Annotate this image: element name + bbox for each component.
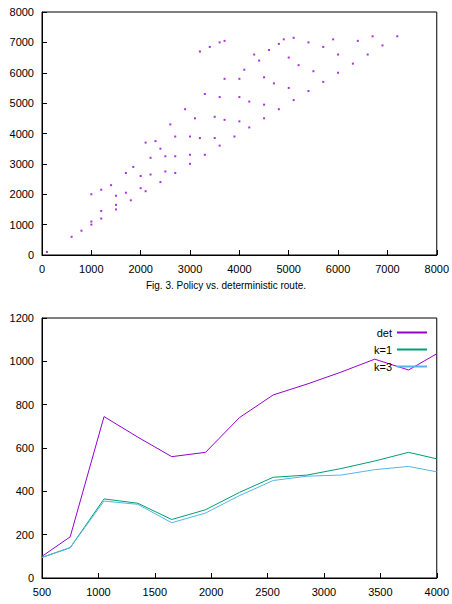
- svg-text:1000: 1000: [79, 263, 103, 275]
- svg-text:5000: 5000: [10, 97, 34, 109]
- svg-text:1000: 1000: [86, 586, 110, 598]
- svg-text:2000: 2000: [199, 586, 223, 598]
- svg-text:0: 0: [28, 572, 34, 584]
- svg-text:8000: 8000: [10, 6, 34, 18]
- svg-text:3500: 3500: [368, 586, 392, 598]
- svg-text:0: 0: [28, 249, 34, 261]
- svg-text:3000: 3000: [312, 586, 336, 598]
- svg-text:1200: 1200: [10, 312, 34, 324]
- svg-text:800: 800: [16, 399, 34, 411]
- svg-text:2000: 2000: [128, 263, 152, 275]
- svg-text:1000: 1000: [10, 355, 34, 367]
- svg-text:1000: 1000: [10, 219, 34, 231]
- svg-text:600: 600: [16, 442, 34, 454]
- svg-text:400: 400: [16, 485, 34, 497]
- svg-text:5000: 5000: [276, 263, 300, 275]
- svg-text:0: 0: [39, 263, 45, 275]
- svg-text:3000: 3000: [178, 263, 202, 275]
- svg-text:2000: 2000: [10, 188, 34, 200]
- svg-text:k=1: k=1: [374, 344, 392, 356]
- svg-text:4000: 4000: [425, 586, 449, 598]
- svg-text:2500: 2500: [255, 586, 279, 598]
- svg-text:6000: 6000: [10, 67, 34, 79]
- svg-text:8000: 8000: [425, 263, 449, 275]
- svg-text:500: 500: [33, 586, 51, 598]
- svg-text:7000: 7000: [375, 263, 399, 275]
- svg-text:1500: 1500: [143, 586, 167, 598]
- svg-text:k=3: k=3: [374, 361, 392, 373]
- svg-text:3000: 3000: [10, 158, 34, 170]
- svg-text:4000: 4000: [10, 128, 34, 140]
- svg-text:Fig. 3. Policy vs. determinist: Fig. 3. Policy vs. deterministic route.: [146, 280, 306, 291]
- svg-text:200: 200: [16, 529, 34, 541]
- svg-text:4000: 4000: [227, 263, 251, 275]
- svg-text:det: det: [377, 327, 392, 339]
- svg-text:7000: 7000: [10, 36, 34, 48]
- svg-text:6000: 6000: [326, 263, 350, 275]
